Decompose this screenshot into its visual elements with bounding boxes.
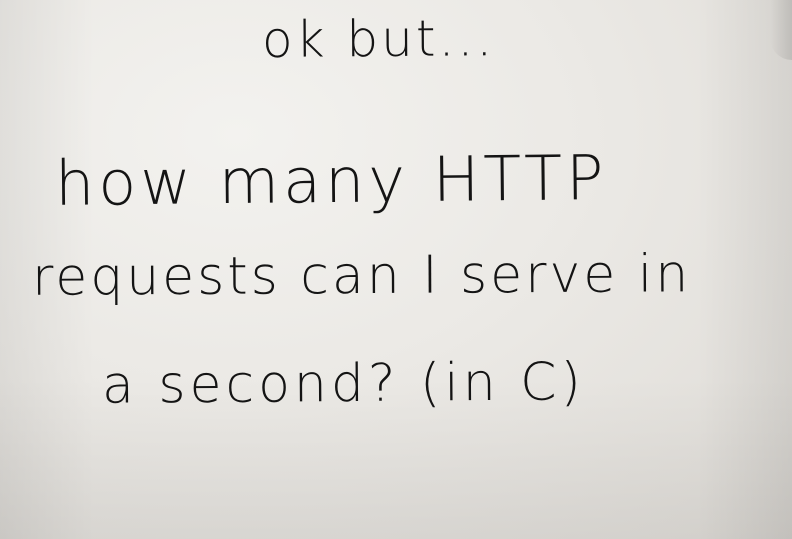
note-intro-line: ok but...	[261, 9, 496, 69]
paper-corner-curl	[770, 0, 792, 60]
note-question-line: how many HTTP	[54, 141, 608, 220]
note-question-line: a second? (in C)	[101, 352, 586, 416]
note-question-line: requests can I serve in	[31, 244, 692, 308]
